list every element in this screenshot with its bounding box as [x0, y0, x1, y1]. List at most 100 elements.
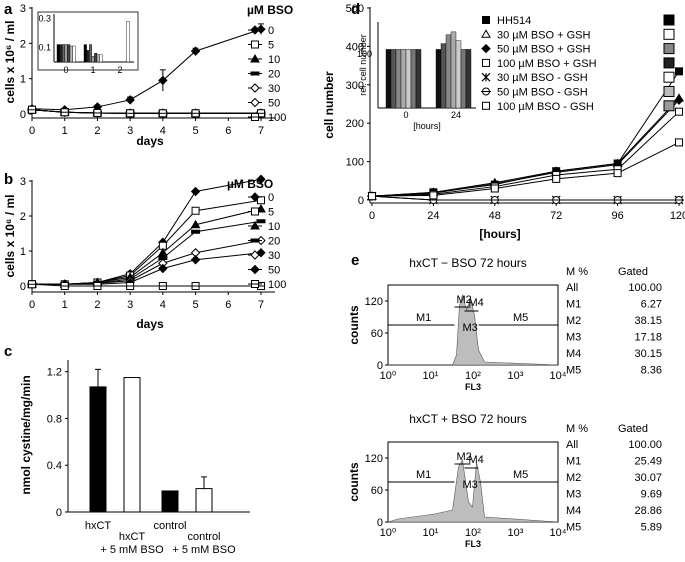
d-inset-bar — [400, 49, 407, 109]
d-inset-bar — [455, 40, 462, 109]
d-ytick-label: 100 — [346, 157, 364, 169]
a-legend-marker-50 — [250, 97, 260, 108]
panel-label-d: d — [351, 1, 360, 18]
panel-d-growth-chart: 0 100 200 300 400 500 0 24 48 72 96 120 cell numbe… — [322, 3, 685, 241]
a-point-100 — [158, 109, 167, 118]
d-inset-bar — [395, 49, 402, 109]
b-legend-marker-10 — [250, 220, 260, 230]
b-point-100 — [28, 280, 36, 289]
b-point-50 — [190, 255, 201, 265]
a-point-0 — [158, 75, 168, 86]
b-xtick-label: 1 — [62, 299, 68, 311]
b-point-20 — [256, 219, 266, 224]
a-inset-bar — [59, 44, 63, 63]
a-inset-ytick: 0.3 — [38, 13, 51, 23]
e-gate-label: M1 — [416, 312, 431, 324]
d-series-line-50 µM BSO + GSH — [371, 99, 680, 197]
b-legend-marker-0 — [250, 192, 260, 202]
e-xtick-label: 10¹ — [423, 527, 439, 539]
a-legend-label: 50 — [268, 98, 280, 110]
d-legend-label: 50 µM BSO + GSH — [497, 44, 591, 56]
e-xtick-label: 10³ — [508, 370, 524, 382]
b-xtick-label: 4 — [160, 299, 166, 311]
b-series-line-20 — [32, 220, 262, 285]
d-point-50 µM BSO - GSH — [551, 196, 562, 204]
b-point-100 — [126, 282, 135, 290]
d-legend-marker-50 µM BSO + GSH — [481, 43, 491, 54]
e-gate-label: M4 — [469, 454, 484, 466]
b-legend-label: 20 — [268, 236, 280, 248]
a-inset-bar — [94, 53, 98, 63]
a-legend-label: 30 — [268, 83, 280, 95]
b-point-100 — [191, 282, 200, 290]
e-ylabel: counts — [347, 462, 361, 502]
b-legend-label: 100 — [268, 279, 286, 291]
e-stats-value: 9.69 — [641, 489, 662, 501]
a-inset-bar — [96, 54, 100, 63]
e-stats-gate: M1 — [566, 299, 581, 311]
d-legend-swatch — [663, 43, 675, 55]
a-inset-bar — [69, 45, 73, 63]
e-stats-gate: M5 — [566, 522, 581, 534]
a-inset-bar — [72, 45, 76, 63]
d-series-line-100 µM BSO + GSH — [371, 111, 680, 197]
e-xtick-label: 10⁴ — [550, 527, 567, 539]
d-xtick-label: 120 — [670, 210, 685, 222]
e-stats-value: 28.86 — [634, 505, 662, 517]
e-gate-label: M2 — [457, 451, 472, 463]
c-ytick-label: 1.2 — [47, 367, 62, 379]
a-legend-label: 0 — [268, 25, 274, 37]
panel-e-histograms: hxCT − BSO 72 hours hxCT + BSO 72 hours … — [347, 256, 662, 549]
d-ylabel: cell number — [322, 71, 336, 139]
b-xtick-label: 6 — [225, 299, 231, 311]
b-legend-label: 0 — [268, 192, 274, 204]
e-ytick-label: 120 — [365, 453, 383, 465]
d-point-50 µM BSO + GSH — [674, 95, 684, 105]
d-inset-ytick: 100 — [357, 49, 372, 59]
e-xtick-label: 10⁰ — [380, 527, 397, 539]
e-gate-label: M3 — [463, 322, 478, 334]
e-xtick-label: 10² — [465, 370, 481, 382]
a-inset-bar — [62, 44, 66, 63]
c-bar — [89, 386, 107, 513]
a-legend-label: 20 — [268, 69, 280, 81]
c-bar — [161, 490, 179, 513]
b-point-5 — [191, 206, 200, 215]
a-point-0 — [125, 95, 135, 105]
d-inset-bar-chart: rel. cell number 100 [hours] 0 24 — [357, 22, 476, 131]
a-point-100 — [126, 109, 135, 118]
b-point-10 — [157, 247, 168, 257]
b-xtick-label: 7 — [258, 299, 264, 311]
a-legend-marker-100 — [251, 113, 259, 121]
d-ytick-label: 500 — [346, 3, 364, 15]
d-point-100 µM BSO - GSH — [613, 169, 622, 178]
d-legend-label: 100 µM BSO - GSH — [497, 101, 594, 113]
e-xtick-label: 10² — [465, 527, 481, 539]
a-legend-label: 5 — [268, 40, 274, 52]
e-ytick-label: 0 — [377, 360, 383, 372]
b-ytick-label: 0 — [20, 281, 26, 293]
e-stats-value: 17.18 — [634, 332, 662, 344]
e-stats-gate: M2 — [566, 315, 581, 327]
d-inset-xlabel: [hours] — [413, 121, 441, 131]
e-stats-value: 5.89 — [641, 522, 662, 534]
e-stats-value: 30.07 — [634, 472, 662, 484]
b-xtick-label: 3 — [127, 299, 133, 311]
a-ytick-label: 2 — [20, 38, 26, 50]
a-inset-xtick: 2 — [117, 65, 122, 75]
e-stats-value: 30.15 — [634, 348, 662, 360]
b-point-100 — [93, 282, 102, 290]
a-ytick-label: 1 — [20, 74, 26, 86]
e-stats-header: Gated — [618, 423, 648, 435]
a-xtick-label: 5 — [193, 125, 199, 137]
e-stats-gate: M3 — [566, 489, 581, 501]
e-hist-distribution — [388, 293, 559, 366]
d-point-100 µM BSO - GSH — [368, 192, 376, 201]
a-ytick-label: 3 — [20, 3, 26, 15]
d-series-line-100 µM BSO - GSH — [371, 141, 680, 197]
c-ylabel: nmol cystine/mg/min — [19, 375, 33, 494]
d-legend-label: 50 µM BSO - GSH — [497, 87, 588, 99]
d-legend-marker-30 µM BSO - GSH — [481, 72, 491, 82]
e-gate-label: M5 — [513, 469, 528, 481]
